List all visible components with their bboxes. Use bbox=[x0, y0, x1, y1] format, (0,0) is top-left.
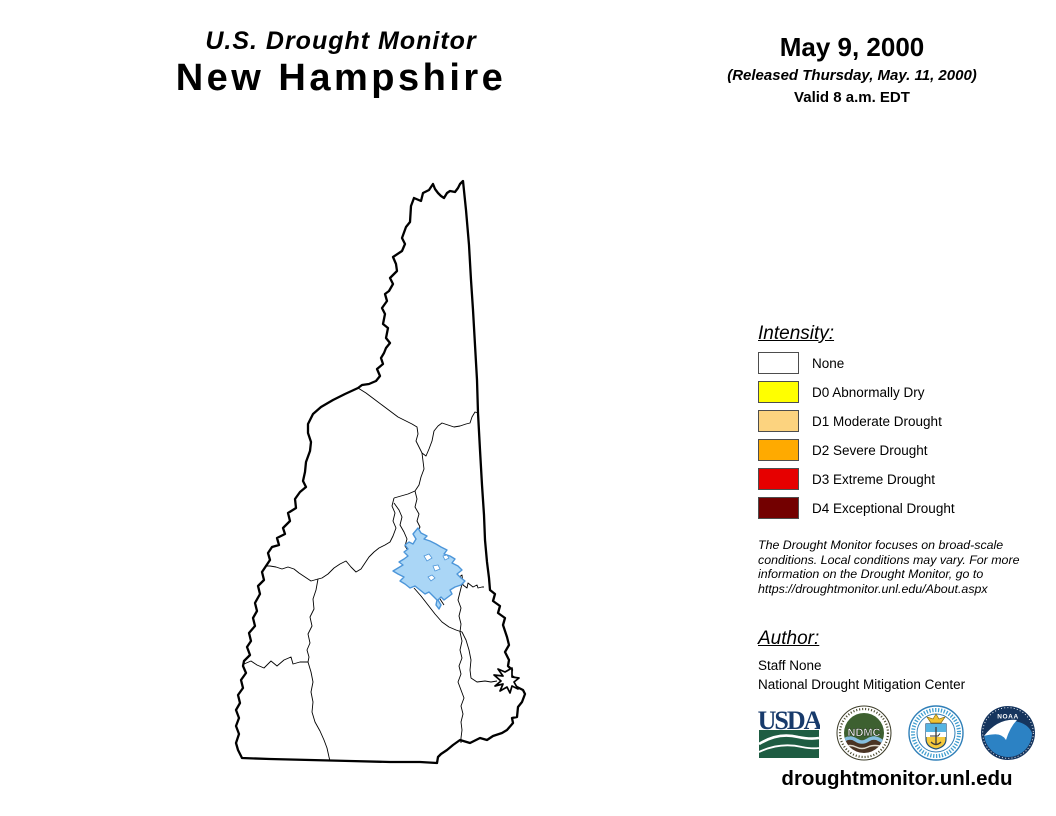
department-of-commerce-seal bbox=[908, 705, 964, 761]
legend-label: D3 Extreme Drought bbox=[812, 471, 936, 487]
legend-label: D2 Severe Drought bbox=[812, 442, 928, 458]
title-block: U.S. Drought Monitor New Hampshire bbox=[131, 27, 551, 99]
ship-icon bbox=[930, 733, 941, 737]
legend-swatch bbox=[758, 468, 799, 490]
legend-swatch bbox=[758, 439, 799, 461]
lake-winnipesaukee bbox=[392, 527, 466, 610]
county-line-hillsborough-rockingham bbox=[457, 583, 465, 743]
ndmc-logo: NDMC bbox=[836, 705, 892, 761]
county-line-cheshire-sullivan bbox=[243, 656, 308, 669]
county-line-carroll-west bbox=[414, 490, 421, 532]
county-line-grafton-merrimack bbox=[266, 497, 397, 582]
legend-swatch bbox=[758, 381, 799, 403]
author-name: Staff None bbox=[758, 658, 822, 673]
legend-swatch bbox=[758, 497, 799, 519]
ndmc-logo-text: NDMC bbox=[848, 727, 881, 739]
great-bay-feature bbox=[493, 667, 520, 694]
released-date: (Released Thursday, May. 11, 2000) bbox=[727, 67, 977, 85]
legend-item: D2 Severe Drought bbox=[758, 439, 955, 461]
anchor-icon bbox=[930, 727, 942, 746]
legend-swatch bbox=[758, 352, 799, 374]
legend-item: D4 Exceptional Drought bbox=[758, 497, 955, 519]
usda-logo: USDA bbox=[758, 706, 820, 758]
noaa-logo: NOAA bbox=[981, 706, 1035, 760]
eagle-icon bbox=[926, 713, 946, 724]
legend-item: None bbox=[758, 352, 955, 374]
seagull-icon bbox=[984, 719, 1017, 740]
state-outline bbox=[234, 179, 527, 765]
county-line-cheshire-hillsborough bbox=[307, 661, 331, 762]
page-title-program: U.S. Drought Monitor bbox=[205, 27, 477, 55]
author-organization: National Drought Mitigation Center bbox=[758, 677, 966, 692]
page-title-region: New Hampshire bbox=[175, 56, 507, 99]
date-block: May 9, 2000 (Released Thursday, May. 11,… bbox=[702, 32, 1002, 107]
lake-islands bbox=[423, 553, 450, 582]
footer-url: droughtmonitor.unl.edu bbox=[781, 767, 1013, 790]
valid-time: Valid 8 a.m. EDT bbox=[794, 89, 910, 107]
legend-item: D1 Moderate Drought bbox=[758, 410, 955, 432]
agency-logo-row: USDA NDMC bbox=[758, 704, 1036, 762]
legend-heading: Intensity: bbox=[758, 323, 835, 344]
disclaimer-text: The Drought Monitor focuses on broad-sca… bbox=[758, 538, 1020, 597]
usda-logo-text: USDA bbox=[758, 706, 820, 735]
legend-label: D0 Abnormally Dry bbox=[812, 384, 925, 400]
legend-label: D4 Exceptional Drought bbox=[812, 500, 955, 516]
legend-label: None bbox=[812, 355, 845, 371]
noaa-logo-text: NOAA bbox=[997, 714, 1019, 721]
legend-label: D1 Moderate Drought bbox=[812, 413, 942, 429]
legend-item: D0 Abnormally Dry bbox=[758, 381, 955, 403]
legend-item: D3 Extreme Drought bbox=[758, 468, 955, 490]
map-date: May 9, 2000 bbox=[779, 32, 925, 62]
legend-swatch bbox=[758, 410, 799, 432]
county-line-merrimack-rockingham bbox=[413, 587, 498, 683]
county-line-sullivan-merrimack bbox=[306, 578, 319, 663]
legend-list: None D0 Abnormally Dry D1 Moderate Drought… bbox=[758, 352, 955, 526]
author-heading: Author: bbox=[758, 628, 820, 649]
county-line-coos-south bbox=[357, 387, 479, 457]
county-line-grafton-carroll bbox=[393, 452, 425, 499]
new-hampshire-map bbox=[234, 179, 527, 765]
